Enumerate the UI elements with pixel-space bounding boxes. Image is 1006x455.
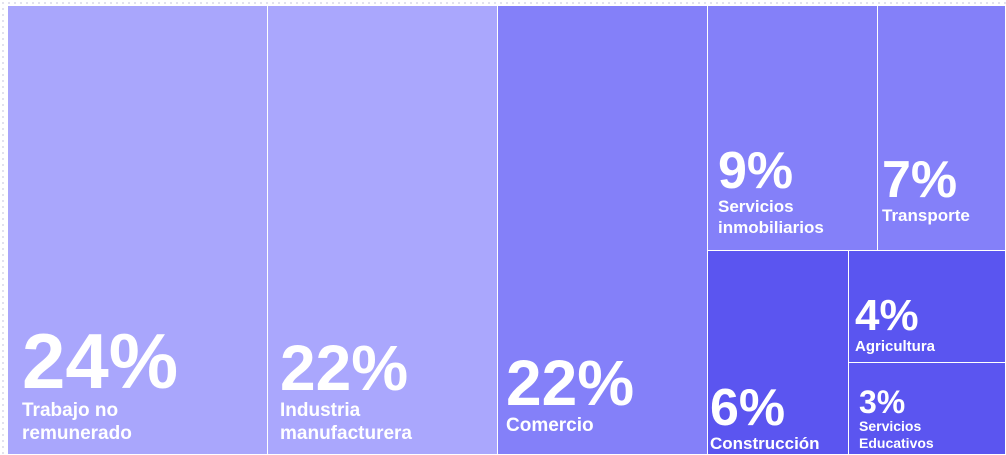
category-label: Agricultura: [855, 338, 936, 355]
tile: 24% Trabajo no remunerado: [8, 6, 268, 455]
tile: 3% Servicios Educativos: [849, 363, 1006, 455]
value-label: 22%: [280, 332, 409, 405]
value-label: 9%: [718, 142, 794, 201]
tile: 22% Comercio: [498, 6, 708, 455]
value-label: 6%: [710, 378, 786, 437]
tile: 7% Transporte: [878, 6, 1006, 251]
tile: 4% Agricultura: [849, 251, 1006, 363]
value-label: 4%: [855, 291, 919, 340]
tile: 22% Industria manufacturera: [268, 6, 498, 455]
value-label: 7%: [882, 150, 958, 209]
category-label: Transporte: [882, 205, 970, 225]
category-label: Comercio: [506, 415, 594, 437]
value-label: 24%: [22, 317, 179, 406]
category-label: Servicios Educativos: [859, 418, 934, 452]
category-label: Trabajo no remunerado: [22, 400, 132, 445]
value-label: 3%: [859, 384, 906, 421]
value-label: 22%: [506, 347, 635, 420]
tile: 6% Construcción: [708, 251, 849, 455]
tile: 9% Servicios inmobiliarios: [708, 6, 878, 251]
category-label: Industria manufacturera: [280, 400, 412, 445]
category-label: Construcción: [710, 433, 820, 453]
category-label: Servicios inmobiliarios: [718, 197, 824, 237]
